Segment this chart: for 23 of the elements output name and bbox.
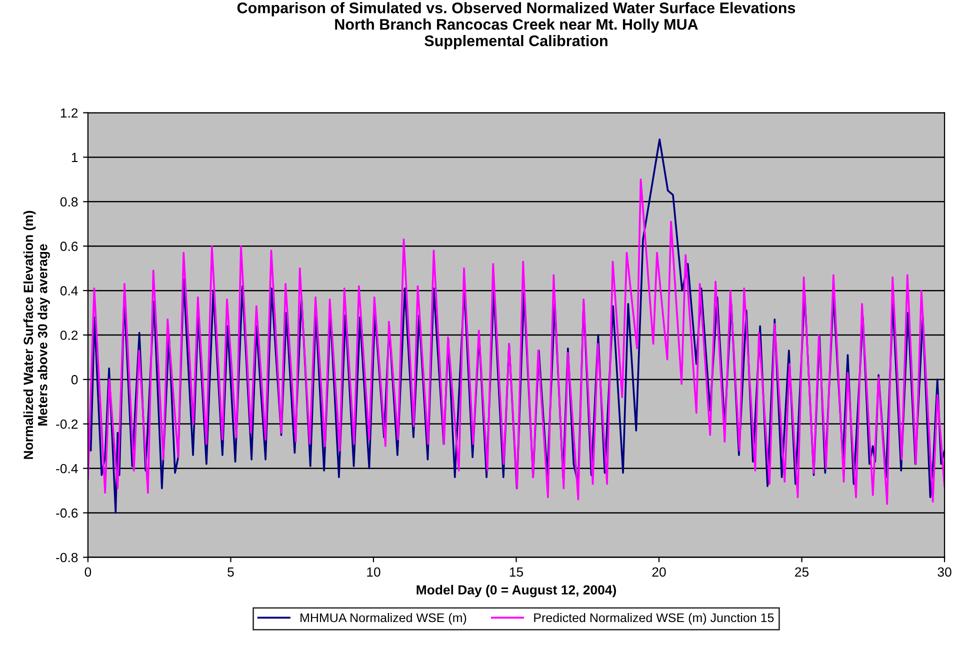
y-tick-label: 1 [72, 152, 78, 162]
y-axis-title: Normalized Water Surface Elevation (m) Meters above 30 day average [23, 210, 50, 459]
y-tick-label: 0.8 [60, 197, 78, 207]
y-tick-label: 0.6 [60, 242, 78, 252]
x-tick-label: 0 [84, 567, 92, 577]
x-tick-label: 25 [795, 567, 809, 577]
x-tick-label: 20 [652, 567, 666, 577]
y-tick-label: 0 [71, 375, 78, 384]
x-tick-label: 30 [938, 567, 952, 577]
y-tick-label: 1.2 [60, 108, 78, 118]
legend-label: Predicted Normalized WSE (m) Junction 15 [534, 612, 774, 625]
y-tick-label: -0.4 [56, 464, 78, 474]
y-tick-label: -0.8 [56, 552, 78, 562]
y-tick-label: 0.2 [60, 330, 78, 340]
y-tick-label: -0.2 [56, 419, 78, 429]
x-axis-title: Model Day (0 = August 12, 2004) [416, 584, 616, 598]
legend-label: MHMUA Normalized WSE (m) [300, 612, 466, 625]
chart-title: Comparison of Simulated vs. Observed Normalized Water Surface Elevations North Branch Rancocas Creek near Mt. Holly MUA Supplemental Calibration [237, 2, 796, 50]
y-tick-label: 0.4 [60, 286, 78, 296]
y-tick-label: -0.6 [56, 508, 78, 518]
x-tick-label: 10 [367, 567, 380, 577]
x-tick-label: 5 [228, 567, 234, 577]
x-tick-label: 15 [510, 567, 524, 577]
